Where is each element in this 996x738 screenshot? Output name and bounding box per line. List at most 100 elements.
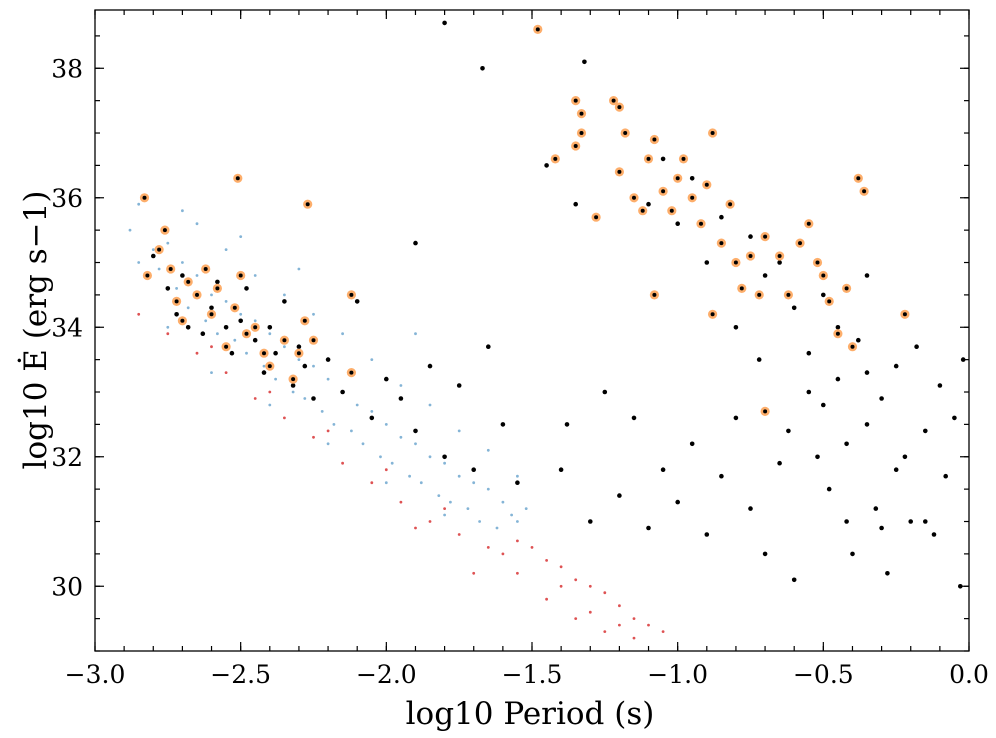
data-point (399, 500, 403, 504)
y-tick-label: 32 (51, 443, 83, 472)
data-point-core (617, 169, 622, 174)
data-point-core (844, 286, 849, 291)
data-point-core (311, 338, 316, 343)
data-point-core (267, 364, 272, 369)
data-point (762, 273, 768, 278)
data-point (224, 371, 228, 374)
data-point (602, 389, 608, 395)
data-point (821, 292, 826, 298)
data-point (311, 396, 316, 401)
data-point (209, 305, 214, 311)
data-point (137, 202, 141, 206)
data-point (516, 520, 519, 523)
data-point-core (719, 241, 724, 246)
data-point-core (652, 292, 657, 297)
data-point (210, 371, 213, 374)
data-point (472, 481, 476, 485)
data-point (923, 519, 928, 524)
data-point (844, 519, 849, 524)
data-point-core (862, 189, 867, 194)
data-point (151, 253, 156, 259)
y-tick-label: 34 (51, 313, 83, 342)
data-point (574, 617, 578, 620)
data-point (821, 402, 826, 408)
data-point (516, 571, 519, 575)
data-point (937, 383, 943, 388)
data-point (480, 66, 485, 71)
data-point (893, 363, 899, 369)
data-point (312, 435, 315, 439)
data-point (516, 474, 519, 478)
data-point-core (262, 351, 266, 356)
series-3 (139, 24, 910, 416)
data-point (675, 221, 680, 226)
x-tick-label: −3.0 (65, 660, 126, 689)
data-point (427, 363, 433, 369)
data-point (478, 520, 481, 523)
data-point-core (710, 131, 715, 135)
data-point (166, 325, 170, 329)
data-point (443, 461, 446, 465)
data-point (524, 507, 528, 510)
data-point-core (835, 331, 840, 336)
data-point (456, 383, 462, 388)
data-point (588, 584, 592, 588)
data-point (414, 332, 417, 336)
data-point (157, 267, 161, 271)
data-point (215, 279, 220, 285)
x-tick-label: −1.0 (647, 660, 708, 689)
data-point (267, 325, 273, 330)
data-point (515, 480, 520, 486)
data-point-core (253, 325, 258, 330)
data-point (632, 617, 636, 620)
data-point (210, 293, 213, 297)
data-point (137, 261, 141, 264)
data-point-core (535, 27, 540, 32)
data-point-core (652, 137, 657, 142)
data-point-core (757, 292, 762, 297)
data-point (325, 357, 331, 362)
data-point (268, 403, 272, 407)
data-point (181, 209, 184, 213)
data-point (283, 416, 286, 420)
data-point (428, 455, 432, 459)
y-tick-label: 30 (51, 572, 83, 601)
data-point (559, 584, 563, 588)
data-point (200, 331, 206, 337)
data-point (174, 312, 179, 317)
data-point (261, 370, 267, 375)
data-point (864, 273, 870, 278)
data-point (180, 273, 185, 278)
data-point (399, 384, 403, 387)
data-point (414, 526, 417, 530)
data-point (128, 228, 132, 232)
data-point (777, 260, 782, 265)
data-point-core (594, 215, 599, 220)
data-point-core (157, 247, 162, 252)
data-point-core (180, 318, 185, 323)
data-point (195, 351, 199, 355)
axis-ticks (94, 10, 970, 652)
data-point-core (806, 221, 811, 226)
data-point (296, 344, 302, 350)
data-point (204, 319, 208, 323)
data-point (320, 410, 324, 413)
data-point (879, 525, 884, 531)
data-point-core (748, 254, 753, 258)
data-point (166, 332, 170, 336)
data-point (660, 156, 666, 162)
data-point (806, 350, 812, 356)
data-point (704, 260, 710, 265)
data-point (806, 389, 812, 395)
data-point (908, 519, 913, 524)
data-point (786, 428, 791, 434)
data-point-core (195, 292, 199, 297)
data-point (660, 467, 666, 473)
data-point (253, 274, 257, 277)
data-point-core (827, 299, 832, 304)
data-point (873, 506, 879, 511)
data-point-core (786, 292, 791, 297)
data-point (302, 363, 308, 369)
data-point (151, 248, 155, 252)
data-point (224, 300, 228, 303)
